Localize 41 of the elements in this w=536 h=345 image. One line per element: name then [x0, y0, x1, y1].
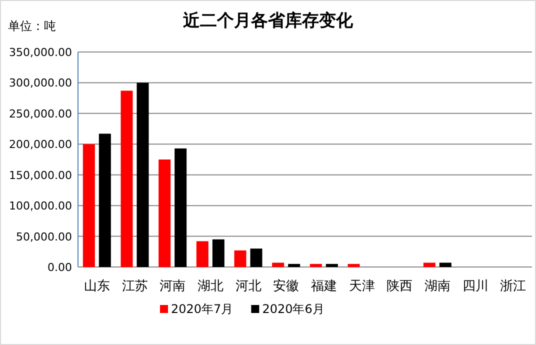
y-tick-label: 200,000.00 — [9, 138, 72, 152]
bar — [98, 134, 111, 267]
x-tick-label: 陕西 — [386, 279, 413, 294]
bar — [348, 264, 360, 267]
x-tick-label: 安徽 — [273, 278, 300, 294]
y-tick-label: 300,000.00 — [9, 76, 72, 90]
y-tick-label: 50,000.00 — [16, 230, 72, 244]
bar — [272, 262, 284, 267]
x-tick-label: 福建 — [310, 279, 337, 294]
bar — [310, 264, 322, 267]
x-tick-label: 江苏 — [122, 279, 148, 294]
bar — [423, 262, 436, 267]
y-tick-label: 250,000.00 — [9, 107, 72, 120]
bar — [174, 148, 187, 267]
bar — [158, 160, 171, 267]
y-tick-label: 100,000.00 — [9, 200, 72, 213]
bar — [212, 239, 224, 267]
y-tick-label: 0.00 — [48, 261, 72, 274]
legend-label: 2020年6月 — [262, 302, 324, 316]
title: 近二个月各省库存变化 — [183, 11, 353, 31]
x-tick-label: 山东 — [84, 279, 110, 294]
bar — [120, 90, 133, 267]
x-tick-label: 河南 — [160, 279, 186, 294]
legend-label: 2020年7月 — [171, 302, 234, 316]
x-tick-label: 湖南 — [424, 279, 450, 294]
y-tick-label: 150,000.00 — [9, 168, 72, 182]
bar — [250, 248, 262, 267]
bar — [439, 262, 452, 267]
bar — [136, 82, 149, 267]
bar — [288, 264, 300, 267]
y-tick-label: 350,000.00 — [9, 46, 72, 59]
x-tick-label: 湖北 — [197, 279, 224, 294]
x-tick-label: 浙江 — [500, 279, 526, 294]
bar — [196, 241, 208, 267]
ylabel: 单位：吨 — [8, 19, 56, 33]
bar — [234, 250, 246, 267]
bar — [326, 264, 338, 267]
x-tick-label: 天津 — [348, 279, 375, 294]
x-tick-label: 河北 — [235, 279, 262, 294]
x-tick-label: 四川 — [462, 279, 488, 294]
bar — [82, 144, 95, 267]
